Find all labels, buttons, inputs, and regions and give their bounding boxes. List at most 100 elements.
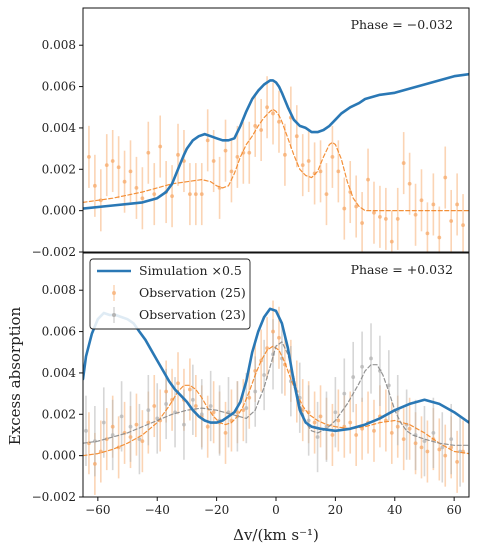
point-observation-23--12 (190, 397, 195, 402)
point-observation-25--59 (437, 235, 442, 240)
top-series-lines (83, 72, 469, 212)
y-tick-label-2: 0.002 (42, 407, 76, 421)
point-observation-25--35 (294, 134, 299, 139)
point-observation-25--31 (271, 111, 275, 116)
bottom-phase-annotation: Phase = +0.032 (351, 262, 453, 277)
legend-frame (89, 258, 251, 330)
point-observation-25--14 (170, 194, 174, 199)
bottom-y-ticks: −0.002 0.000 0.002 0.004 0.006 0.008 (32, 283, 83, 504)
point-observation-25--10 (146, 150, 151, 155)
point-observation-25--59 (437, 447, 442, 452)
point-observation-25--27 (247, 150, 252, 155)
point-observation-25--12 (158, 144, 163, 149)
point-observation-25--46 (360, 221, 365, 225)
point-observation-25--31 (271, 329, 275, 334)
point-observation-25--4 (110, 159, 115, 163)
point-observation-25--13 (164, 389, 169, 394)
point-observation-25--25 (235, 410, 240, 415)
point-observation-25--3 (104, 163, 109, 168)
point-observation-23--30 (351, 375, 356, 379)
point-observation-25--32 (277, 335, 281, 340)
point-observation-25--61 (449, 219, 454, 223)
point-observation-25--17 (187, 387, 192, 392)
point-observation-25--57 (425, 231, 430, 236)
point-observation-25--42 (336, 418, 341, 423)
point-observation-25--42 (336, 169, 341, 174)
y-tick-label-4: 0.006 (42, 325, 76, 339)
point-observation-23--4 (119, 414, 124, 419)
point-observation-25--20 (205, 424, 210, 429)
point-observation-25--18 (193, 404, 198, 408)
point-observation-25--32 (277, 119, 281, 124)
point-observation-23--18 (244, 406, 249, 410)
point-observation-23--0 (84, 428, 88, 433)
point-observation-25--48 (372, 428, 376, 433)
bottom-x-ticks: −60 −40 −20 0 20 40 60 (85, 497, 462, 517)
point-observation-25--48 (372, 210, 376, 215)
point-observation-25--15 (176, 152, 180, 157)
y-tick-label-3: 0.004 (42, 366, 77, 380)
point-observation-25--33 (283, 152, 287, 157)
point-observation-25--29 (259, 128, 264, 132)
point-observation-23--38 (422, 439, 427, 444)
series-line-observation-25- (83, 345, 469, 457)
point-observation-25--20 (205, 138, 210, 143)
legend: Simulation ×0.5 Observation (25) Observa… (89, 258, 251, 330)
bottom-series-lines (83, 307, 469, 457)
point-observation-25--38 (312, 420, 317, 425)
point-observation-25--55 (413, 441, 418, 446)
point-observation-25--41 (330, 433, 335, 437)
point-observation-25--19 (199, 192, 204, 197)
point-observation-25--61 (449, 445, 454, 450)
point-observation-25--57 (425, 449, 430, 454)
x-tick-label-5: 40 (387, 503, 402, 517)
point-observation-23--27 (324, 424, 329, 429)
point-observation-25--53 (401, 161, 406, 165)
point-observation-23--7 (146, 408, 151, 413)
point-observation-25--40 (324, 192, 329, 197)
legend-observation-25-label: Observation (25) (139, 285, 246, 300)
series-line-simulation-0-5 (83, 72, 469, 210)
bottom-observation-points (84, 329, 465, 466)
point-observation-25--7 (128, 169, 133, 174)
point-observation-23--3 (110, 433, 115, 437)
point-observation-25--9 (140, 439, 145, 444)
point-observation-25--11 (152, 192, 157, 197)
x-tick-label-4: 20 (328, 503, 343, 517)
series-line-observation-25- (83, 108, 469, 212)
y-tick-label-0: −0.002 (32, 245, 76, 259)
x-tick-label-1: −40 (145, 503, 170, 517)
point-observation-25--54 (407, 426, 412, 431)
point-observation-25--2 (98, 198, 103, 203)
point-observation-25--8 (134, 422, 139, 427)
legend-simulation-label: Simulation ×0.5 (139, 263, 242, 278)
point-observation-25--62 (455, 202, 460, 207)
series-line-observation-23- (83, 341, 469, 446)
point-observation-25--37 (306, 159, 311, 163)
point-observation-25--55 (413, 212, 418, 217)
point-observation-25--54 (407, 181, 412, 186)
point-observation-23--8 (155, 416, 160, 421)
point-observation-25--9 (140, 196, 145, 201)
point-observation-25--62 (455, 459, 460, 464)
point-observation-25--60 (443, 453, 448, 458)
top-axes-frame (82, 7, 470, 253)
point-observation-25--52 (395, 424, 400, 429)
point-observation-25--23 (223, 148, 228, 153)
y-tick-label-5: 0.008 (42, 283, 76, 297)
point-observation-23--11 (182, 422, 186, 427)
point-observation-25--1 (92, 183, 97, 188)
y-axis-label: Excess absorption (6, 306, 24, 445)
point-observation-23--2 (101, 420, 106, 425)
point-observation-25--56 (419, 198, 424, 203)
point-observation-23--34 (386, 383, 391, 388)
point-observation-25--43 (342, 206, 347, 211)
point-observation-23--14 (208, 404, 213, 408)
point-observation-23--6 (137, 437, 142, 442)
y-tick-label-4: 0.006 (42, 80, 76, 94)
y-tick-label-1: 0.000 (42, 449, 76, 463)
point-observation-25--4 (110, 424, 115, 429)
point-observation-25--45 (354, 204, 359, 209)
point-observation-25--49 (378, 214, 382, 219)
